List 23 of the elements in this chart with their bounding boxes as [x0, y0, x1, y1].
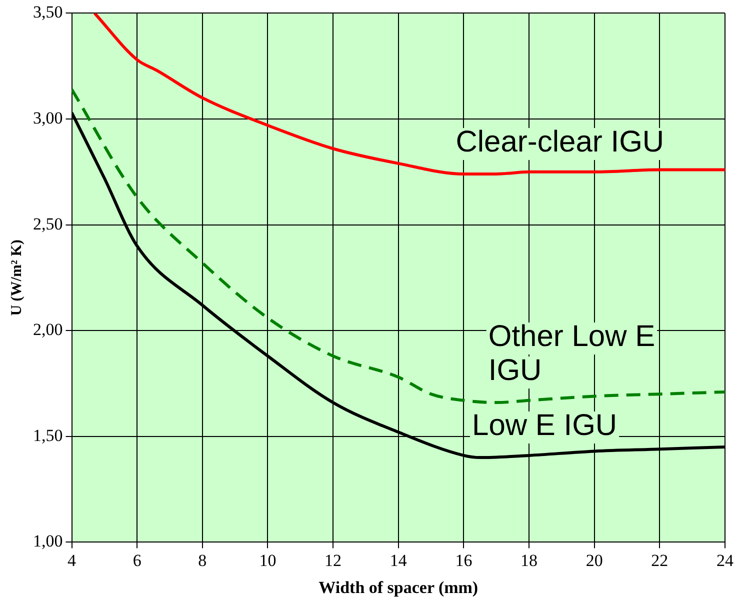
series-label: Clear-clear IGU — [456, 125, 664, 158]
x-tick-label: 14 — [390, 550, 408, 570]
x-tick-label: 22 — [651, 550, 668, 570]
x-tick-label: 16 — [455, 550, 472, 570]
y-tick-label: 2,00 — [33, 320, 63, 340]
y-tick-label: 1,00 — [33, 532, 63, 551]
y-tick-label: 2,50 — [33, 214, 63, 234]
x-tick-label: 4 — [68, 550, 76, 570]
x-tick-label: 8 — [198, 550, 207, 570]
x-tick-label: 18 — [520, 550, 538, 570]
x-tick-label: 10 — [259, 550, 276, 570]
y-axis-title: U (W/m² K) — [8, 240, 25, 316]
x-tick-label: 20 — [586, 550, 603, 570]
series-label: Other Low E IGU — [488, 320, 656, 387]
series-label: Low E IGU — [472, 408, 618, 442]
x-tick-label: 24 — [716, 550, 734, 570]
y-tick-label: 3,00 — [33, 108, 63, 128]
y-tick-label: 1,50 — [33, 426, 63, 445]
y-tick-label: 3,50 — [33, 2, 63, 22]
x-tick-label: 12 — [324, 550, 342, 570]
line-series — [93, 13, 725, 176]
x-axis-title: Width of spacer (mm) — [318, 578, 478, 598]
x-tick-label: 6 — [132, 550, 142, 570]
